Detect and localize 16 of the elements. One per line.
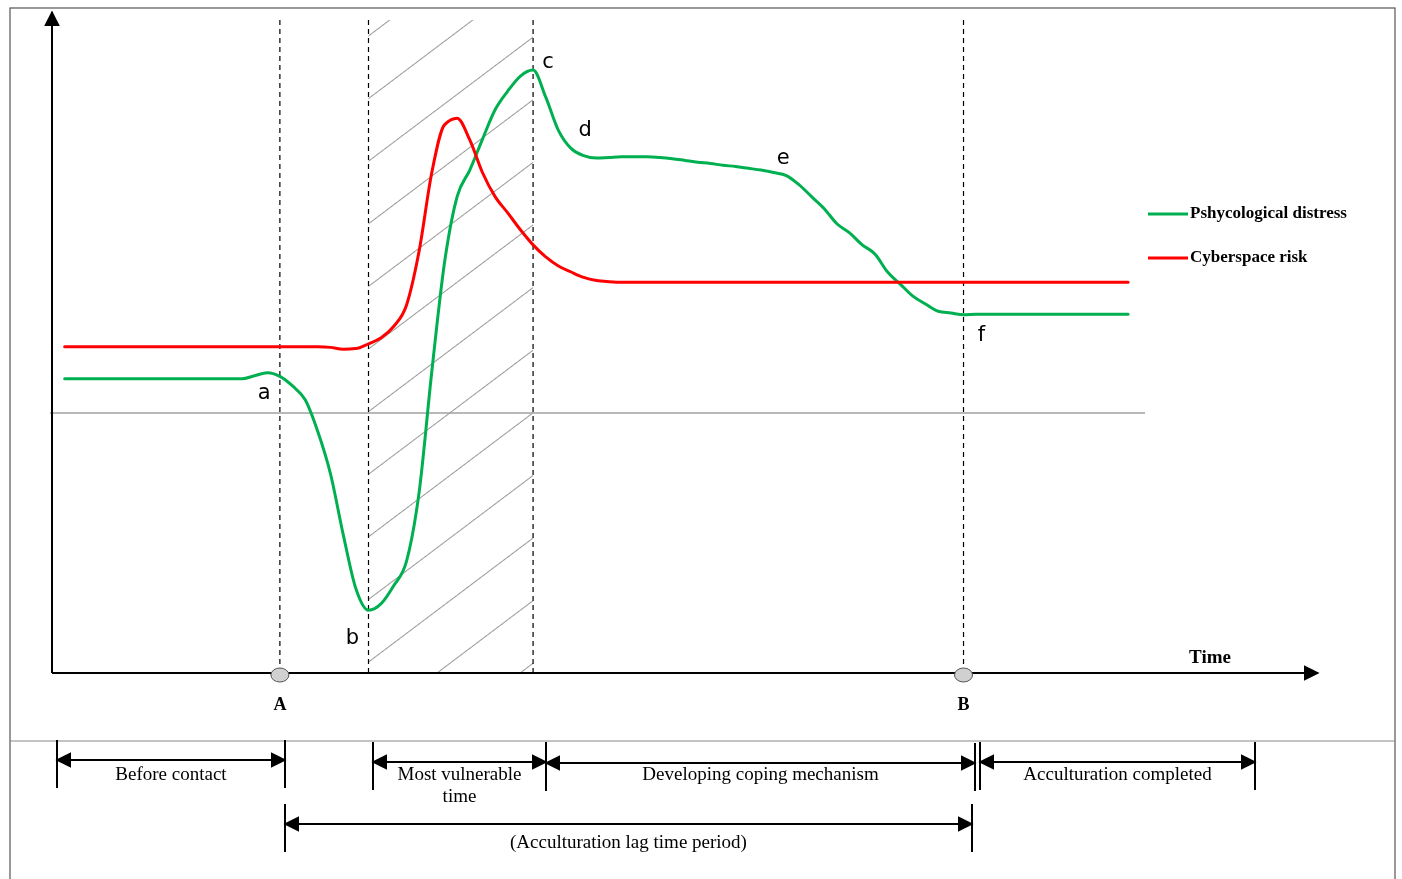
x-tick-label: B <box>957 694 970 714</box>
annotation: c <box>542 49 554 73</box>
annotation: e <box>776 144 790 169</box>
annotation: a <box>257 379 271 404</box>
text: (Acculturation lag time period) <box>510 831 747 853</box>
annotation: d <box>578 117 592 142</box>
x-axis-title: Time <box>1189 646 1231 667</box>
text: Before contact <box>115 763 228 784</box>
x-tick-label: A <box>273 694 287 714</box>
legend-label: Cyberspace risk <box>1190 246 1309 266</box>
text: Most vulnerable time <box>397 763 522 806</box>
legend-label: Pshycological distress <box>1190 202 1348 222</box>
annotation: f <box>977 321 986 346</box>
text: Acculturation completed <box>1023 763 1213 784</box>
text: Developing coping mechanism <box>642 763 879 784</box>
annotation: b <box>345 625 360 650</box>
